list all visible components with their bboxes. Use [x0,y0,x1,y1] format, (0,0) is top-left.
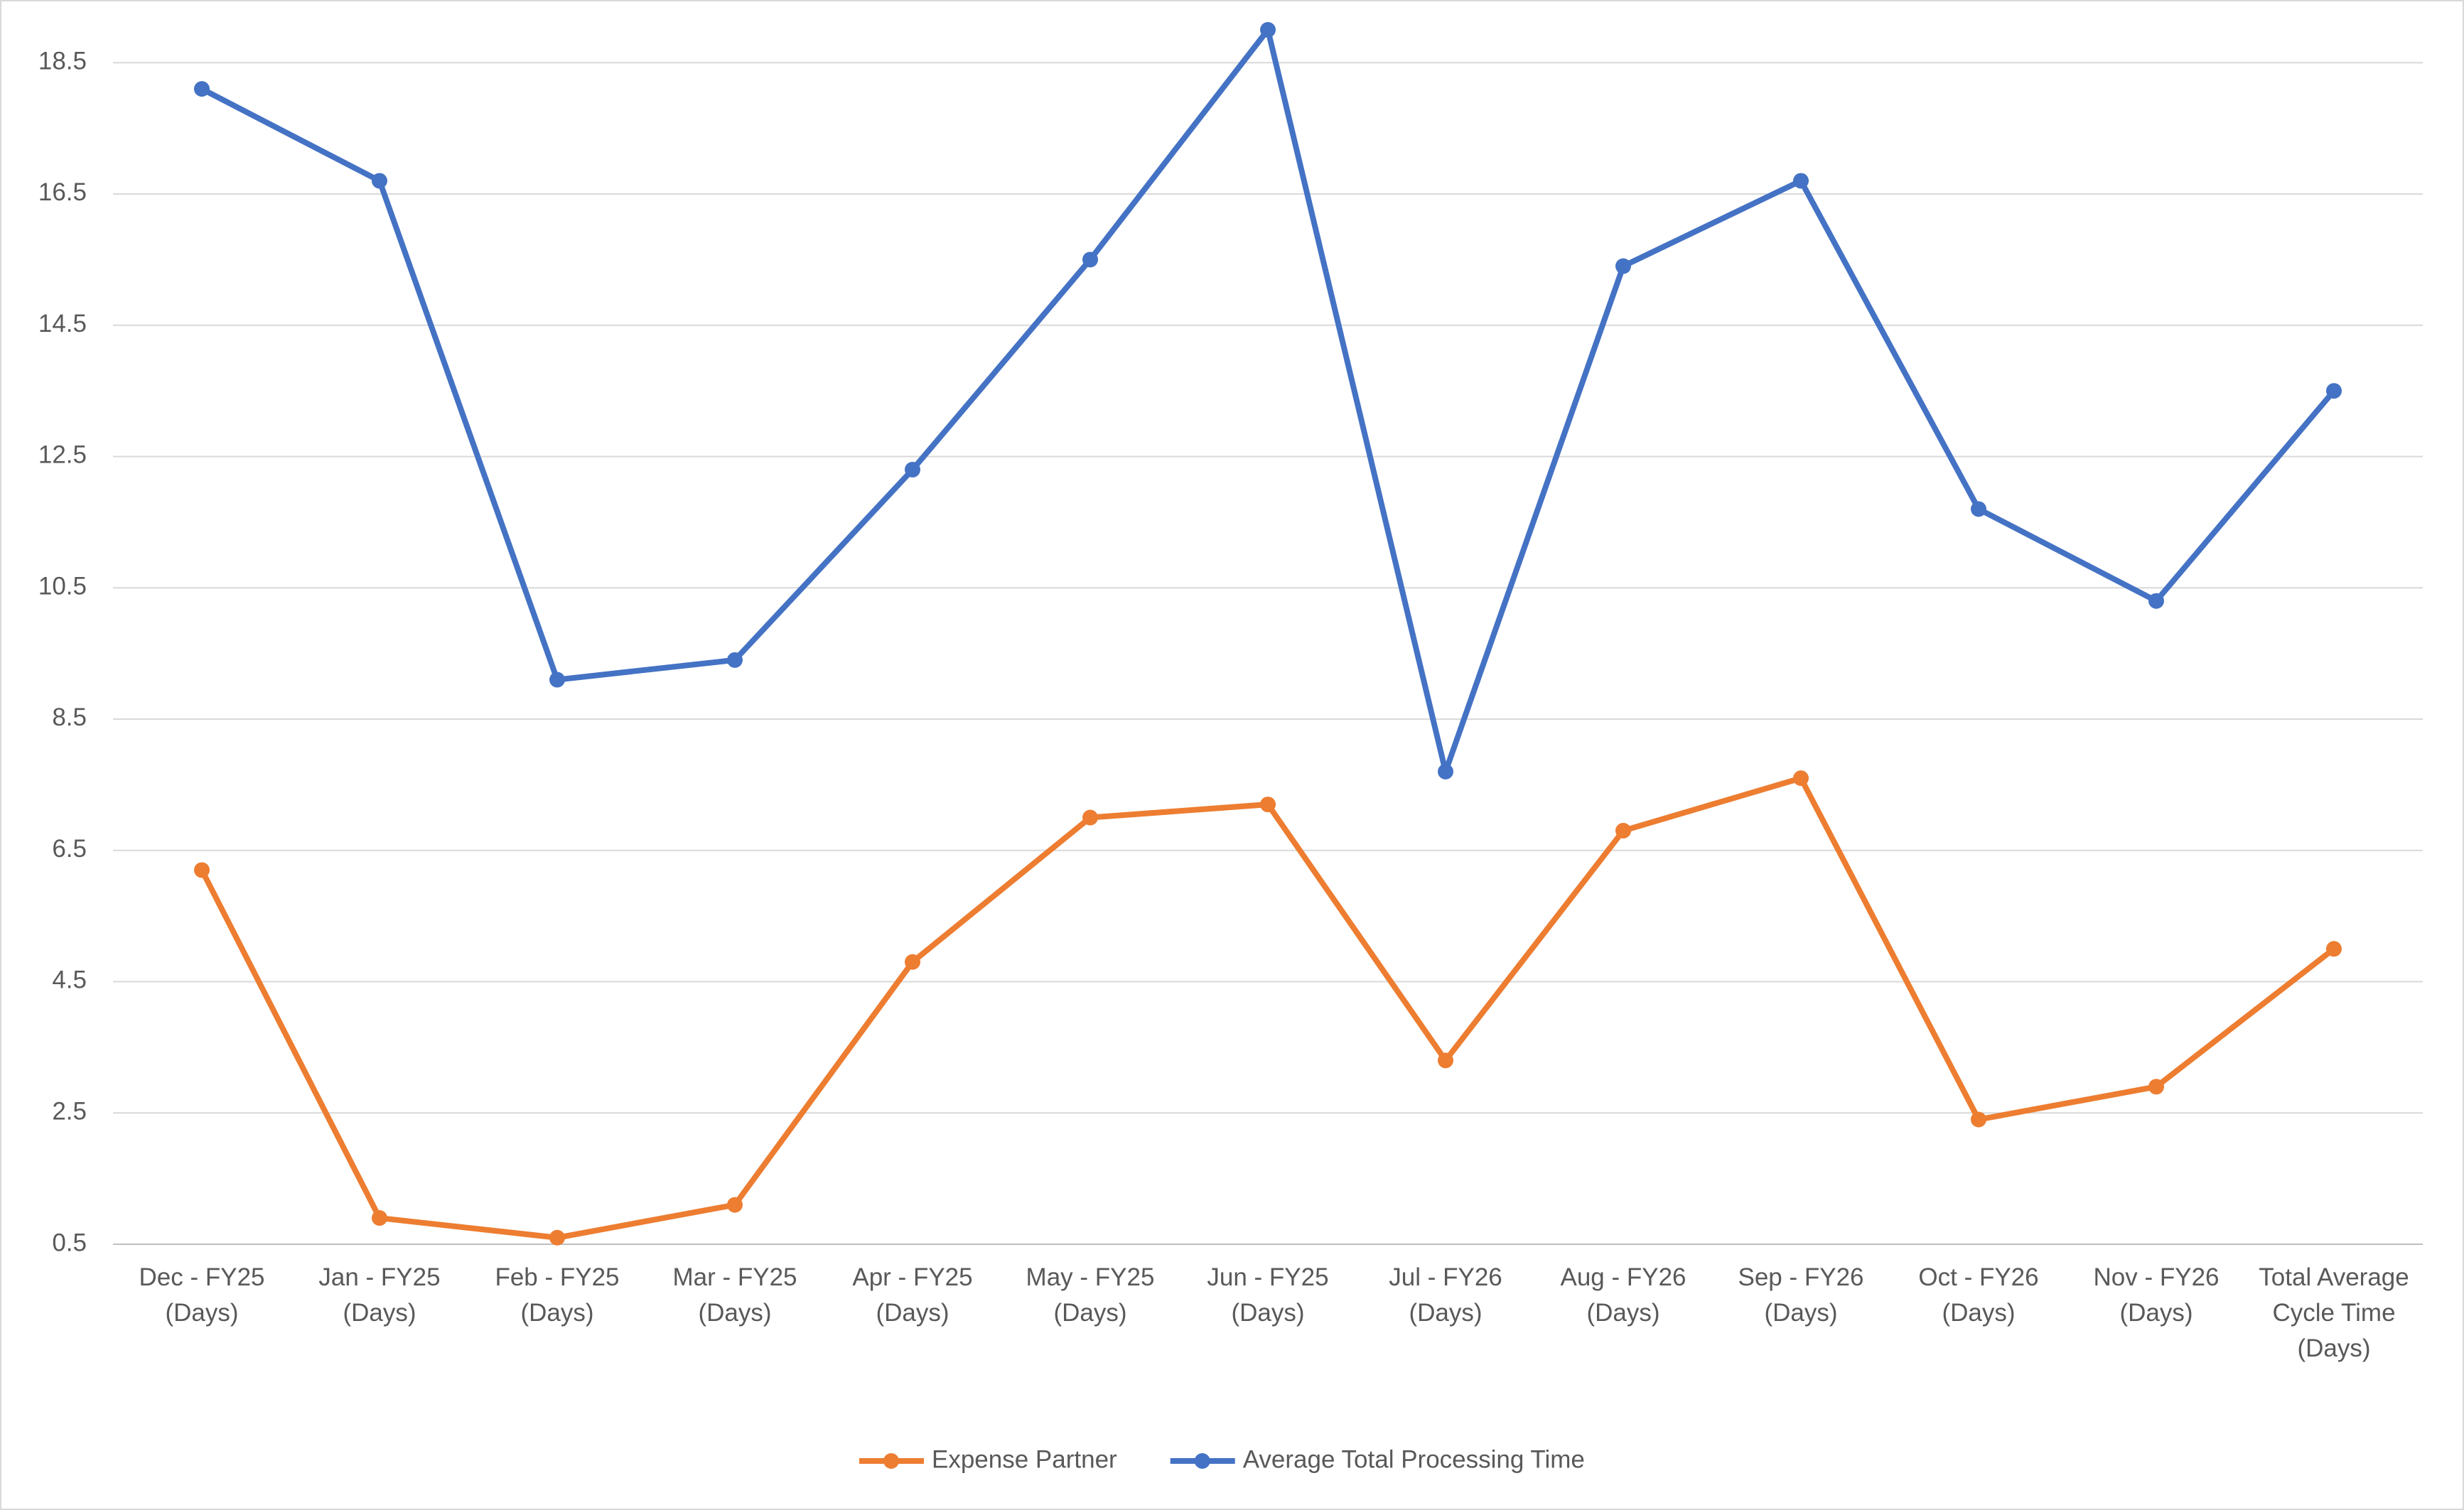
x-tick-label-box: Sep - FY26 (Days) [1738,1263,1864,1327]
data-point [1438,763,1453,780]
data-point [1260,797,1276,813]
data-point [194,862,210,878]
x-tick-label: Mar - FY25 (Days) [672,1263,797,1327]
data-point [1082,809,1098,826]
x-tick-label-box: Total Average Cycle Time (Days) [2259,1263,2409,1362]
data-point [1793,770,1809,787]
data-point [2148,593,2164,609]
x-tick-label-box: Aug - FY26 (Days) [1560,1263,1686,1327]
data-point [1971,1111,1986,1128]
y-tick-label: 6.5 [52,835,87,863]
x-tick-label-box: Nov - FY26 (Days) [2093,1263,2220,1327]
x-tick-label: Aug - FY26 (Days) [1560,1263,1686,1327]
data-point [1971,501,1986,517]
data-point [1260,22,1276,38]
data-point [1438,1052,1453,1069]
data-point [1082,252,1098,268]
data-point [727,652,743,668]
y-tick-label: 8.5 [52,703,87,731]
y-tick-label: 10.5 [38,572,87,600]
data-point [2326,383,2342,399]
y-tick-label: 14.5 [38,310,87,338]
y-tick-label: 4.5 [52,966,87,994]
x-tick-label: Jul - FY26 (Days) [1389,1263,1502,1327]
y-tick-label: 0.5 [52,1229,87,1256]
data-point [2326,941,2342,957]
x-tick-label: Jan - FY25 (Days) [318,1263,441,1327]
x-tick-label: Nov - FY26 (Days) [2093,1263,2220,1327]
legend-label: Expense Partner [932,1445,1117,1473]
data-point [194,81,210,97]
y-tick-label: 12.5 [38,441,87,469]
data-point [905,461,920,478]
y-tick-label: 18.5 [38,47,87,75]
data-point [549,1229,565,1246]
x-tick-label: Feb - FY25 (Days) [495,1263,620,1327]
legend-marker [1194,1453,1210,1469]
x-tick-label: Dec - FY25 (Days) [139,1263,265,1327]
x-tick-label: Oct - FY26 (Days) [1918,1263,2039,1327]
x-tick-label-box: Mar - FY25 (Days) [672,1263,797,1327]
x-tick-label-box: Jan - FY25 (Days) [318,1263,441,1327]
x-tick-label-box: Jun - FY25 (Days) [1207,1263,1329,1327]
legend-label: Average Total Processing Time [1243,1445,1585,1473]
x-tick-label: May - FY25 (Days) [1026,1263,1155,1327]
x-tick-label-box: May - FY25 (Days) [1026,1263,1155,1327]
x-tick-label-box: Apr - FY25 (Days) [852,1263,973,1327]
x-tick-label-box: Oct - FY26 (Days) [1918,1263,2039,1327]
x-tick-label: Jun - FY25 (Days) [1207,1263,1329,1327]
data-point [1615,258,1631,274]
x-tick-label-box: Dec - FY25 (Days) [139,1263,265,1327]
data-point [2148,1079,2164,1095]
data-point [727,1197,743,1213]
x-tick-label-box: Feb - FY25 (Days) [495,1263,620,1327]
data-point [549,672,565,688]
data-point [905,954,920,970]
x-tick-label: Sep - FY26 (Days) [1738,1263,1864,1327]
data-point [1615,823,1631,839]
y-tick-label: 2.5 [52,1097,87,1125]
x-tick-label: Total Average Cycle Time (Days) [2259,1263,2409,1362]
data-point [372,1210,387,1226]
legend-marker [883,1453,899,1469]
x-tick-label: Apr - FY25 (Days) [852,1263,973,1327]
y-tick-label: 16.5 [38,178,87,206]
data-point [372,173,387,189]
x-tick-label-box: Jul - FY26 (Days) [1389,1263,1502,1327]
data-point [1793,173,1809,189]
